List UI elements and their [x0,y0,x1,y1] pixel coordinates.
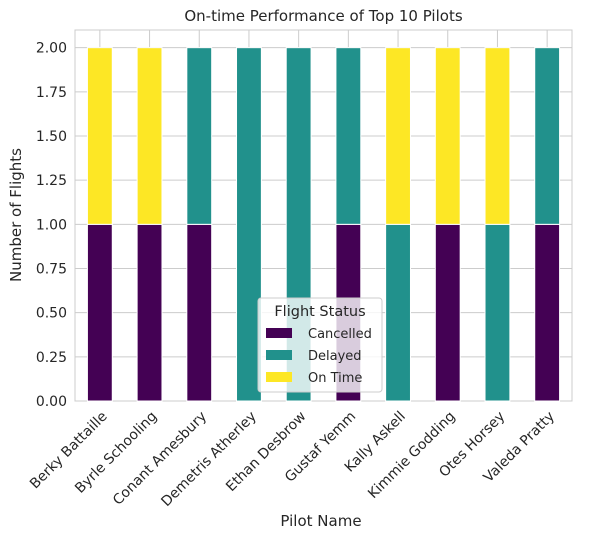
legend-box [257,297,383,393]
legend-swatch [266,328,292,338]
x-tick-label: Kimmie Godding [365,409,458,502]
bar-cancelled [186,223,213,402]
x-axis-label: Pilot Name [280,512,361,530]
bar-delayed [186,47,213,225]
y-tick-label: 1.50 [36,129,67,145]
legend-swatch [266,372,292,382]
bar-on-time [484,47,511,225]
y-tick-label: 1.00 [36,217,67,233]
x-tick-label: Demetris Atherley [158,409,259,510]
y-tick-label: 1.75 [36,85,67,101]
legend-swatch [266,350,292,360]
legend-title: Flight Status [274,304,365,320]
y-tick-label: 0.25 [36,350,67,366]
y-tick-label: 2.00 [36,41,67,57]
bar-on-time [86,47,113,225]
bar-cancelled [434,223,461,402]
bar-cancelled [534,223,561,402]
x-tick-label: Conant Amesbury [110,409,210,509]
y-tick-label: 0.75 [36,262,67,278]
y-axis-ticks: 0.00 0.25 0.50 0.75 1.00 1.25 1.50 1.75 2.00 [36,41,67,410]
bar-delayed [236,47,262,402]
bar-on-time [136,47,163,225]
y-tick-label: 0.00 [36,394,67,410]
bar-delayed [484,223,511,402]
chart-title: On-time Performance of Top 10 Pilots [184,7,462,25]
legend-label: On Time [308,371,362,386]
legend: Flight Status Cancelled Delayed On Time [257,297,383,393]
bar-delayed [385,223,411,402]
bar-delayed [335,47,362,225]
y-tick-label: 0.50 [36,306,67,322]
bar-on-time [434,47,461,225]
legend-label: Delayed [308,349,362,364]
y-tick-label: 1.25 [36,173,67,189]
bar-cancelled [86,223,113,402]
bar-on-time [385,47,411,225]
bar-cancelled [136,223,163,402]
bar-delayed [534,47,561,225]
y-axis-label: Number of Flights [7,148,25,282]
legend-label: Cancelled [308,327,372,342]
bars [86,47,561,402]
